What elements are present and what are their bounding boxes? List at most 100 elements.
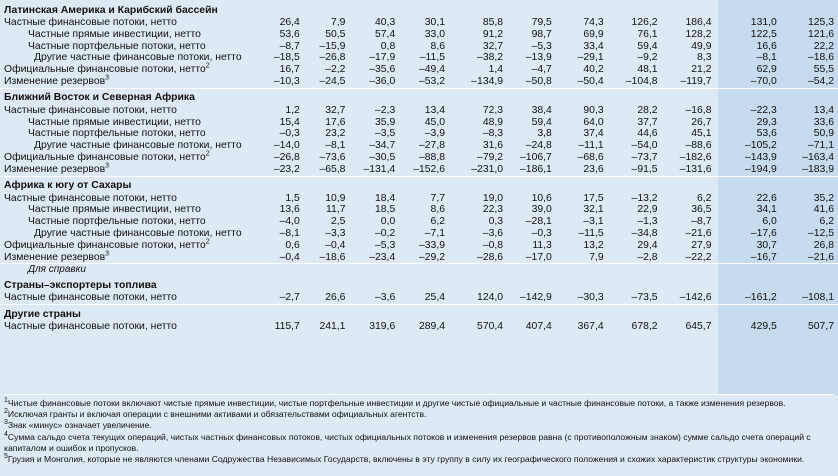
value-cell: 115,7 bbox=[274, 320, 300, 332]
table-row: Другие частные финансовые потоки, нетто –… bbox=[0, 228, 838, 240]
section-title: Ближний Восток и Северная Африка bbox=[0, 87, 838, 105]
value-cell: –0,3 bbox=[279, 128, 300, 140]
value-cell: –11,5 bbox=[578, 227, 604, 239]
value-cell: 28,2 bbox=[637, 104, 658, 116]
value-cell: 367,4 bbox=[577, 320, 604, 332]
value-cell: 37,7 bbox=[637, 116, 658, 128]
value-cell: 59,4 bbox=[531, 116, 552, 128]
value-cell: 23,2 bbox=[325, 128, 346, 140]
value-cell: –36,0 bbox=[369, 75, 396, 87]
value-cell: –49,4 bbox=[418, 64, 445, 76]
value-cell: –5,3 bbox=[531, 40, 552, 52]
row-label-text: Частные прямые инвестиции, нетто bbox=[28, 204, 201, 216]
value-cell: 85,8 bbox=[482, 17, 504, 28]
value-cell: –5,3 bbox=[375, 239, 396, 251]
value-cell: 32,1 bbox=[583, 204, 604, 216]
value-cell: –8,3 bbox=[482, 128, 504, 140]
value-cell: 241,1 bbox=[319, 320, 346, 332]
value-cell: –8,1 bbox=[279, 227, 300, 239]
value-cell: –8,1 bbox=[325, 140, 346, 152]
value-cell: 6,2 bbox=[819, 216, 834, 228]
value-cell: 6,2 bbox=[430, 216, 445, 228]
footnote: 5Грузия и Монголия, которые не являются … bbox=[4, 453, 834, 465]
value-cell: 41,6 bbox=[813, 204, 834, 216]
value-cell: 40,3 bbox=[375, 17, 396, 28]
value-cell: 39,0 bbox=[531, 204, 552, 216]
footnote-text: Сумма сальдо счета текущих операций, чис… bbox=[4, 431, 811, 453]
footnote: 3Знак «минус» означает увеличение. bbox=[4, 420, 834, 431]
footnote-text: Исключая гранты и включая операции с вне… bbox=[7, 409, 427, 420]
footnote-mark: 2 bbox=[205, 62, 210, 70]
value-cell: 25,4 bbox=[424, 292, 445, 304]
row-label-text: Другие частные финансовые потоки, нетто bbox=[34, 140, 242, 152]
value-cell: 30,1 bbox=[424, 17, 445, 28]
value-cell: 22,2 bbox=[813, 40, 834, 52]
section-title: Латинская Америка и Карибский бассейн bbox=[4, 4, 218, 16]
row-label: Частные портфельные потоки, нетто bbox=[0, 216, 245, 228]
value-cell: 8,3 bbox=[697, 52, 712, 64]
value-cell: 40,2 bbox=[583, 64, 604, 76]
value-cell: –18,6 bbox=[807, 52, 834, 64]
value-cell: 38,4 bbox=[531, 104, 552, 116]
value-cell: 15,4 bbox=[279, 116, 300, 128]
row-label: Другие частные финансовые потоки, нетто bbox=[0, 228, 245, 240]
value-cell: –79,2 bbox=[477, 151, 504, 163]
value-cell: 124,0 bbox=[477, 292, 504, 304]
value-cell: 2,5 bbox=[331, 216, 346, 228]
row-label-text: Частные портфельные потоки, нетто bbox=[28, 40, 206, 52]
value-cell: –11,5 bbox=[419, 52, 445, 64]
value-cell: –13,9 bbox=[525, 52, 552, 64]
value-cell: –0,8 bbox=[482, 239, 504, 251]
row-label: Другие частные финансовые потоки, нетто bbox=[0, 140, 245, 152]
value-cell: –143,9 bbox=[745, 151, 777, 163]
value-cell: 35,9 bbox=[375, 116, 396, 128]
footnote-number: 2 bbox=[4, 408, 8, 416]
row-label: Частные портфельные потоки, нетто bbox=[0, 41, 245, 53]
table-row: Официальные финансовые потоки, нетто2 16,… bbox=[0, 62, 838, 76]
value-cell: –3,5 bbox=[375, 128, 396, 140]
value-cell: 13,6 bbox=[279, 204, 300, 216]
section-header: Ближний Восток и Северная Африка bbox=[0, 87, 838, 105]
value-cell: –16,8 bbox=[685, 104, 712, 116]
value-cell: –17,9 bbox=[369, 52, 396, 64]
value-cell: –182,6 bbox=[679, 151, 712, 163]
table-row: Другие частные финансовые потоки, нетто –… bbox=[0, 140, 838, 152]
value-cell: 44,6 bbox=[637, 128, 658, 140]
value-cell: 48,9 bbox=[482, 116, 504, 128]
value-cell: –0,4 bbox=[279, 251, 300, 263]
value-cell: –28,6 bbox=[477, 251, 504, 263]
value-cell: 30,7 bbox=[756, 239, 777, 251]
value-cell: 11,7 bbox=[326, 204, 346, 216]
value-cell: –38,2 bbox=[477, 52, 504, 64]
section-header: Страны–экспортеры топлива bbox=[0, 276, 838, 292]
value-cell: –22,3 bbox=[750, 104, 777, 116]
value-cell: 22,9 bbox=[637, 204, 658, 216]
value-cell: –2,2 bbox=[325, 64, 346, 76]
value-cell: 74,3 bbox=[583, 17, 604, 28]
value-cell: 319,6 bbox=[369, 320, 396, 332]
value-cell: –105,2 bbox=[745, 140, 777, 152]
value-cell: 6,0 bbox=[762, 216, 777, 228]
row-label: Частные финансовые потоки, нетто bbox=[0, 105, 245, 117]
row-label-text: Частные портфельные потоки, нетто bbox=[28, 128, 206, 140]
value-cell: –0,4 bbox=[325, 239, 346, 251]
value-cell: –50,8 bbox=[525, 75, 552, 87]
row-label: Изменение резервов3 bbox=[0, 162, 245, 176]
row-label-text: Частные финансовые потоки, нетто bbox=[4, 192, 177, 204]
value-cell: –119,7 bbox=[680, 75, 712, 87]
financial-flows-table: Латинская Америка и Карибский бассейн Час… bbox=[0, 1, 838, 333]
value-cell: 0,0 bbox=[380, 216, 396, 228]
footnote-number: 5 bbox=[4, 453, 8, 461]
value-cell: –3,3 bbox=[325, 227, 346, 239]
value-cell: 35,2 bbox=[813, 192, 834, 204]
footnote-mark: 3 bbox=[105, 162, 110, 170]
value-cell: 10,9 bbox=[325, 192, 346, 204]
value-cell: 3,8 bbox=[537, 128, 552, 140]
value-cell: 36,5 bbox=[691, 204, 712, 216]
value-cell: –4,0 bbox=[279, 216, 300, 228]
value-cell: –34,7 bbox=[369, 140, 396, 152]
section-title: Другие страны bbox=[0, 303, 838, 321]
value-cell: –108,1 bbox=[802, 292, 834, 304]
value-cell: –54,0 bbox=[631, 140, 658, 152]
value-cell: –9,2 bbox=[637, 52, 658, 64]
